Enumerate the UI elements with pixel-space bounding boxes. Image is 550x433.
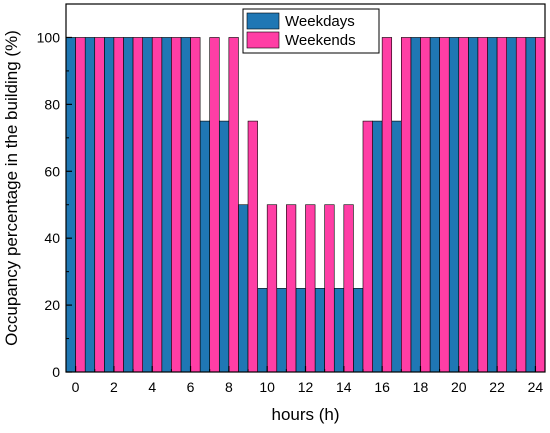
bar-weekdays-hour-20 bbox=[448, 37, 460, 373]
bar-weekdays-hour-11 bbox=[276, 288, 287, 373]
bar-weekends-hour-2 bbox=[113, 37, 124, 373]
y-tick-label: 0 bbox=[52, 364, 60, 380]
bar-weekends-hour-18 bbox=[420, 37, 431, 373]
bar-weekends-hour-5 bbox=[171, 37, 182, 373]
x-tick-label: 22 bbox=[489, 379, 505, 395]
bar-weekdays-hour-21 bbox=[468, 37, 479, 373]
y-tick-label: 60 bbox=[44, 163, 60, 179]
x-axis: 0 2 4 6 8 10 12 14 16 18 20 22 24 bbox=[72, 366, 544, 395]
bar-weekdays-hour-1 bbox=[84, 37, 96, 373]
bar-weekdays-hour-4 bbox=[142, 37, 153, 373]
x-tick-label: 2 bbox=[110, 379, 118, 395]
bar-weekends-hour-23 bbox=[515, 37, 527, 373]
x-tick-label: 24 bbox=[528, 379, 544, 395]
bar-weekdays-hour-7 bbox=[199, 120, 210, 373]
legend-swatch-weekends bbox=[246, 31, 280, 49]
bar-weekdays-hour-16 bbox=[372, 120, 383, 373]
bar-weekdays-hour-5 bbox=[161, 37, 172, 373]
y-axis-title: Occupancy percentage in the building (%) bbox=[2, 30, 21, 346]
bar-weekends-hour-4 bbox=[151, 37, 163, 373]
bar-weekends-hour-19 bbox=[439, 37, 450, 373]
bar-weekdays-hour-14 bbox=[333, 288, 345, 373]
bar-weekdays-hour-6 bbox=[180, 37, 191, 373]
bar-weekdays-hour-15 bbox=[353, 288, 364, 373]
bar-weekdays-hour-12 bbox=[295, 288, 306, 373]
bar-weekends-hour-16 bbox=[381, 37, 393, 373]
bar-weekends-hour-7 bbox=[209, 37, 220, 373]
bar-weekends-hour-24 bbox=[535, 37, 546, 373]
bar-weekdays-hour-18 bbox=[410, 37, 421, 373]
y-tick-label: 40 bbox=[44, 230, 60, 246]
x-tick-label: 10 bbox=[259, 379, 275, 395]
bar-weekends-hour-6 bbox=[190, 37, 201, 373]
legend-label-weekends: Weekends bbox=[285, 32, 356, 49]
bar-weekdays-hour-13 bbox=[314, 288, 325, 373]
legend-swatch-weekdays bbox=[246, 12, 280, 30]
x-tick-label: 12 bbox=[298, 379, 314, 395]
y-tick-label: 100 bbox=[37, 29, 61, 45]
bar-weekdays-hour-22 bbox=[487, 37, 498, 373]
x-tick-label: 18 bbox=[413, 379, 429, 395]
legend: Weekdays Weekends bbox=[242, 8, 380, 54]
y-axis: 0 20 40 60 80 100 bbox=[37, 29, 72, 380]
bar-weekends-hour-17 bbox=[400, 37, 412, 373]
x-axis-title: hours (h) bbox=[271, 405, 339, 424]
bar-weekends-hour-10 bbox=[266, 204, 278, 373]
x-tick-label: 8 bbox=[225, 379, 233, 395]
bar-weekends-hour-9 bbox=[247, 120, 258, 373]
y-tick-label: 20 bbox=[44, 297, 60, 313]
y-tick-label: 80 bbox=[44, 96, 60, 112]
bar-weekdays-hour-2 bbox=[104, 37, 115, 373]
bar-weekends-hour-11 bbox=[286, 204, 297, 373]
bar-weekdays-hour-9 bbox=[238, 204, 249, 373]
bar-weekdays-hour-10 bbox=[257, 288, 268, 373]
bar-weekends-hour-8 bbox=[228, 37, 239, 373]
x-tick-label: 14 bbox=[336, 379, 352, 395]
legend-label-weekdays: Weekdays bbox=[285, 13, 355, 30]
bar-weekdays-hour-8 bbox=[218, 120, 230, 373]
bar-weekends-hour-13 bbox=[324, 204, 335, 373]
x-tick-label: 0 bbox=[72, 379, 80, 395]
bar-weekdays-hour-3 bbox=[123, 37, 134, 373]
bar-weekends-hour-21 bbox=[477, 37, 488, 373]
bar-weekdays-hour-19 bbox=[429, 37, 440, 373]
bar-weekends-hour-3 bbox=[132, 37, 143, 373]
x-tick-label: 20 bbox=[451, 379, 467, 395]
x-tick-label: 4 bbox=[148, 379, 156, 395]
bar-weekends-hour-22 bbox=[496, 37, 507, 373]
bar-weekends-hour-1 bbox=[94, 37, 105, 373]
bar-weekends-hour-15 bbox=[362, 120, 373, 373]
x-tick-label: 6 bbox=[187, 379, 195, 395]
bars-layer bbox=[65, 37, 546, 373]
x-tick-label: 16 bbox=[374, 379, 390, 395]
bar-weekends-hour-20 bbox=[458, 37, 469, 373]
bar-weekends-hour-0 bbox=[75, 37, 86, 373]
bar-weekdays-hour-17 bbox=[391, 120, 402, 373]
bar-weekends-hour-14 bbox=[343, 204, 354, 373]
bar-weekends-hour-12 bbox=[305, 204, 316, 373]
bar-weekdays-hour-24 bbox=[525, 37, 536, 373]
bar-weekdays-hour-23 bbox=[506, 37, 517, 373]
